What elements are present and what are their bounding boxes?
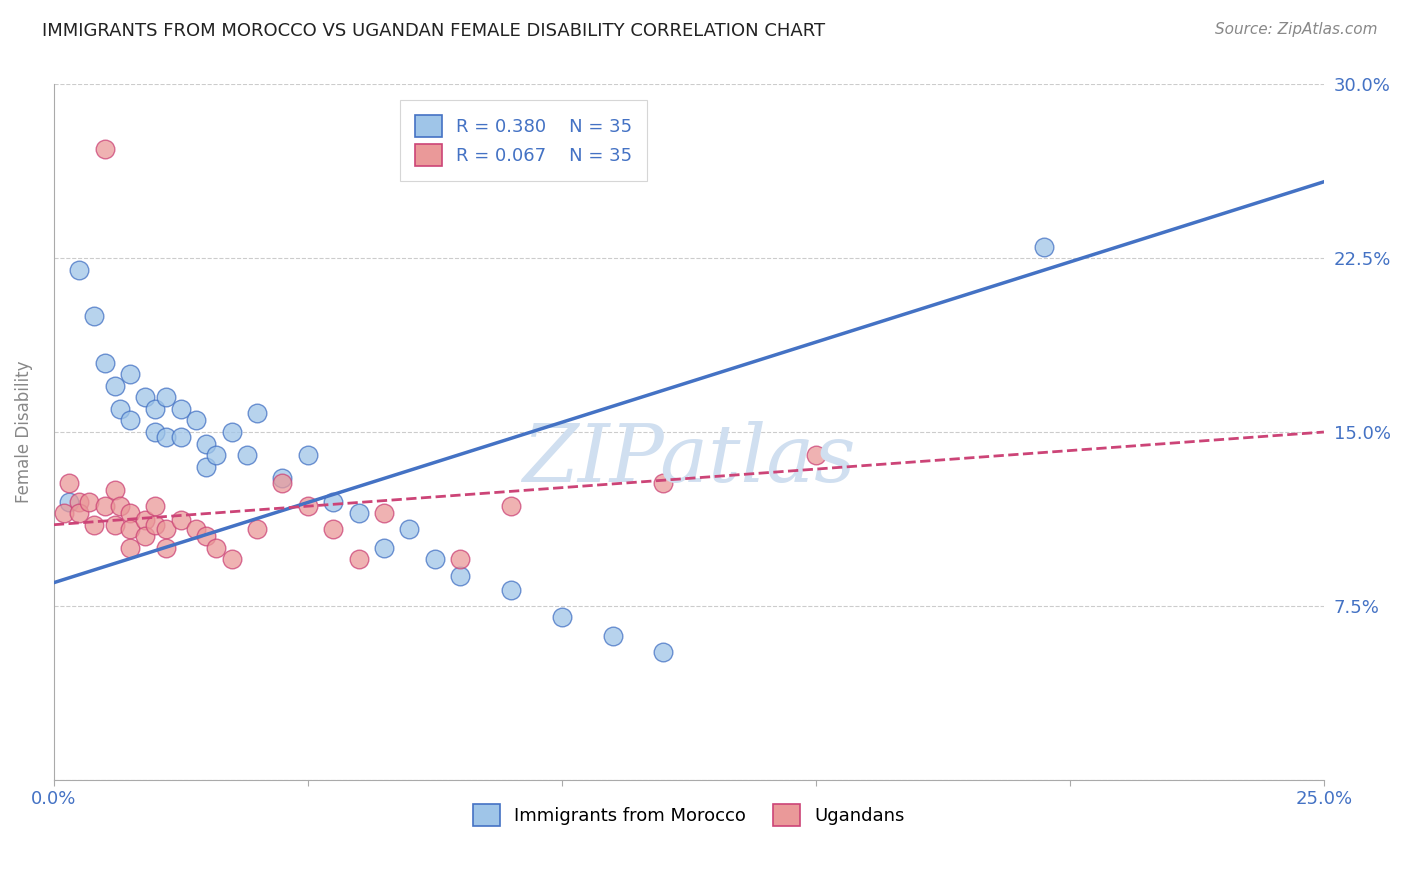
Point (205, 541, 228, 555)
Point (145, 517, 167, 532)
Point (58, 475, 80, 490)
Point (134, 529, 156, 543)
Point (221, 552, 243, 566)
Point (83, 309, 105, 323)
Point (67, 494, 90, 508)
Point (155, 522, 177, 536)
Point (118, 522, 141, 536)
Point (155, 430, 177, 444)
Point (347, 506, 370, 520)
Point (184, 522, 207, 536)
Point (170, 513, 193, 527)
Point (297, 499, 319, 513)
Point (373, 541, 395, 555)
Point (67, 506, 90, 520)
Point (205, 448, 228, 462)
Text: IMMIGRANTS FROM MOROCCO VS UGANDAN FEMALE DISABILITY CORRELATION CHART: IMMIGRANTS FROM MOROCCO VS UGANDAN FEMAL… (42, 22, 825, 40)
Point (271, 471, 294, 485)
Point (145, 425, 167, 439)
Point (322, 494, 344, 508)
Point (53, 506, 76, 520)
Point (58, 494, 80, 508)
Text: Source: ZipAtlas.com: Source: ZipAtlas.com (1215, 22, 1378, 37)
Point (108, 401, 131, 416)
Point (804, 448, 827, 462)
Point (246, 407, 269, 421)
Point (108, 499, 131, 513)
Point (449, 568, 471, 582)
Point (93, 499, 115, 513)
Point (499, 499, 522, 513)
Point (104, 483, 127, 497)
Point (118, 367, 141, 381)
Point (134, 513, 156, 527)
Point (104, 517, 127, 532)
Point (236, 448, 259, 462)
Point (551, 610, 574, 624)
Point (1033, 240, 1056, 254)
Point (195, 459, 218, 474)
Point (83, 517, 105, 532)
Point (297, 448, 319, 462)
Point (67, 262, 90, 277)
Point (195, 436, 218, 450)
Point (652, 475, 675, 490)
Legend: Immigrants from Morocco, Ugandans: Immigrants from Morocco, Ugandans (465, 797, 912, 833)
Point (271, 475, 294, 490)
Point (423, 552, 446, 566)
Point (118, 413, 141, 427)
Point (347, 552, 370, 566)
Point (373, 506, 395, 520)
Point (118, 506, 141, 520)
Point (93, 142, 115, 156)
Text: ZIPatlas: ZIPatlas (522, 421, 856, 499)
Point (195, 529, 218, 543)
Point (322, 522, 344, 536)
Point (499, 582, 522, 597)
Point (134, 390, 156, 404)
Point (170, 430, 193, 444)
Point (93, 355, 115, 369)
Point (104, 378, 127, 392)
Point (118, 541, 141, 555)
Point (652, 645, 675, 659)
Point (449, 552, 471, 566)
Point (170, 401, 193, 416)
Point (145, 499, 167, 513)
Point (246, 522, 269, 536)
Point (184, 413, 207, 427)
Point (145, 401, 167, 416)
Point (602, 629, 624, 643)
Point (398, 522, 420, 536)
Point (79, 494, 101, 508)
Point (155, 541, 177, 555)
Point (155, 390, 177, 404)
Point (221, 425, 243, 439)
Y-axis label: Female Disability: Female Disability (15, 360, 32, 503)
